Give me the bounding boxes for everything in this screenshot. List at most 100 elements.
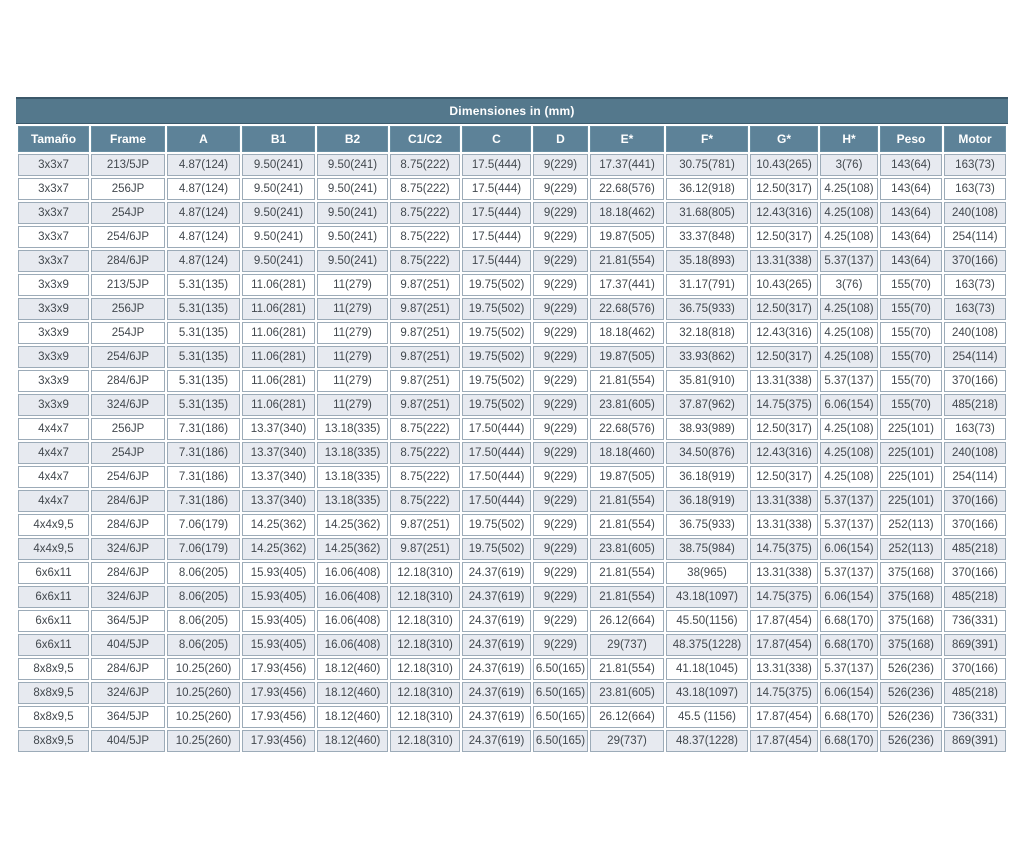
cell: 24.37(619) (462, 634, 531, 656)
cell: 9.87(251) (390, 298, 460, 320)
cell: 284/6JP (91, 562, 165, 584)
table-row: 3x3x7 254JP 4.87(124) 9.50(241) 9.50(241) 8.7… (18, 202, 1006, 224)
cell: 24.37(619) (462, 586, 531, 608)
cell: 4.25(108) (820, 298, 878, 320)
cell: 8.75(222) (390, 202, 460, 224)
cell: 43.18(1097) (666, 586, 748, 608)
cell: 16.06(408) (317, 634, 388, 656)
column-header: G* (750, 126, 818, 152)
column-header: C (462, 126, 531, 152)
cell: 9(229) (533, 562, 588, 584)
cell: 17.87(454) (750, 730, 818, 752)
cell: 9(229) (533, 490, 588, 512)
cell: 11(279) (317, 346, 388, 368)
cell: 33.37(848) (666, 226, 748, 248)
cell: 370(166) (944, 514, 1006, 536)
cell: 3x3x7 (18, 178, 89, 200)
cell: 155(70) (880, 298, 942, 320)
cell: 4.25(108) (820, 178, 878, 200)
cell: 11(279) (317, 298, 388, 320)
cell: 24.37(619) (462, 562, 531, 584)
cell: 9(229) (533, 514, 588, 536)
cell: 23.81(605) (590, 394, 664, 416)
table-row: 3x3x7 284/6JP 4.87(124) 9.50(241) 9.50(241) 8… (18, 250, 1006, 272)
cell: 9(229) (533, 178, 588, 200)
cell: 14.75(375) (750, 538, 818, 560)
cell: 19.87(505) (590, 346, 664, 368)
cell: 284/6JP (91, 658, 165, 680)
cell: 3x3x9 (18, 346, 89, 368)
cell: 4.25(108) (820, 322, 878, 344)
cell: 9(229) (533, 610, 588, 632)
cell: 6x6x11 (18, 610, 89, 632)
cell: 12.43(316) (750, 322, 818, 344)
cell: 375(168) (880, 562, 942, 584)
cell: 9(229) (533, 298, 588, 320)
cell: 9(229) (533, 250, 588, 272)
cell: 9(229) (533, 226, 588, 248)
cell: 11(279) (317, 274, 388, 296)
cell: 13.31(338) (750, 514, 818, 536)
cell: 38.93(989) (666, 418, 748, 440)
cell: 18.12(460) (317, 706, 388, 728)
cell: 9.50(241) (317, 154, 388, 176)
cell: 9(229) (533, 586, 588, 608)
dimensions-table-section: Dimensiones in (mm) Tamaño Frame A B1 B2 C1/C… (16, 97, 1008, 754)
cell: 21.81(554) (590, 490, 664, 512)
cell: 11.06(281) (242, 274, 315, 296)
cell: 5.37(137) (820, 250, 878, 272)
cell: 15.93(405) (242, 562, 315, 584)
cell: 8.75(222) (390, 178, 460, 200)
cell: 17.50(444) (462, 442, 531, 464)
cell: 4.25(108) (820, 466, 878, 488)
cell: 48.375(1228) (666, 634, 748, 656)
cell: 526(236) (880, 730, 942, 752)
cell: 143(64) (880, 202, 942, 224)
cell: 485(218) (944, 682, 1006, 704)
cell: 324/6JP (91, 394, 165, 416)
cell: 5.37(137) (820, 658, 878, 680)
cell: 17.5(444) (462, 154, 531, 176)
table-row: 4x4x9,5 284/6JP 7.06(179) 14.25(362) 14.25(3… (18, 514, 1006, 536)
cell: 6.06(154) (820, 538, 878, 560)
cell: 4.87(124) (167, 202, 240, 224)
cell: 370(166) (944, 250, 1006, 272)
table-row: 4x4x7 254JP 7.31(186) 13.37(340) 13.18(335) 8… (18, 442, 1006, 464)
cell: 5.31(135) (167, 274, 240, 296)
cell: 19.75(502) (462, 538, 531, 560)
table-title: Dimensiones in (mm) (16, 97, 1008, 124)
cell: 8x8x9,5 (18, 706, 89, 728)
cell: 11.06(281) (242, 394, 315, 416)
cell: 12.18(310) (390, 682, 460, 704)
column-header: B1 (242, 126, 315, 152)
cell: 12.50(317) (750, 226, 818, 248)
cell: 15.93(405) (242, 586, 315, 608)
cell: 11(279) (317, 394, 388, 416)
cell: 9.50(241) (242, 250, 315, 272)
cell: 12.18(310) (390, 658, 460, 680)
cell: 19.75(502) (462, 370, 531, 392)
cell: 375(168) (880, 634, 942, 656)
cell: 284/6JP (91, 370, 165, 392)
cell: 13.31(338) (750, 370, 818, 392)
cell: 9(229) (533, 202, 588, 224)
cell: 5.31(135) (167, 322, 240, 344)
cell: 18.12(460) (317, 682, 388, 704)
cell: 6.50(165) (533, 730, 588, 752)
column-header: B2 (317, 126, 388, 152)
cell: 6.50(165) (533, 706, 588, 728)
cell: 9(229) (533, 442, 588, 464)
cell: 5.37(137) (820, 490, 878, 512)
cell: 8.75(222) (390, 250, 460, 272)
table-row: 6x6x11 364/5JP 8.06(205) 15.93(405) 16.06(40… (18, 610, 1006, 632)
table-row: 6x6x11 284/6JP 8.06(205) 15.93(405) 16.06(40… (18, 562, 1006, 584)
table-row: 3x3x9 254JP 5.31(135) 11.06(281) 11(279) 9.87… (18, 322, 1006, 344)
table-row: 4x4x7 254/6JP 7.31(186) 13.37(340) 13.18(335… (18, 466, 1006, 488)
cell: 254(114) (944, 466, 1006, 488)
cell: 6x6x11 (18, 634, 89, 656)
cell: 19.75(502) (462, 346, 531, 368)
cell: 22.68(576) (590, 178, 664, 200)
cell: 7.06(179) (167, 538, 240, 560)
cell: 6.68(170) (820, 610, 878, 632)
cell: 155(70) (880, 322, 942, 344)
